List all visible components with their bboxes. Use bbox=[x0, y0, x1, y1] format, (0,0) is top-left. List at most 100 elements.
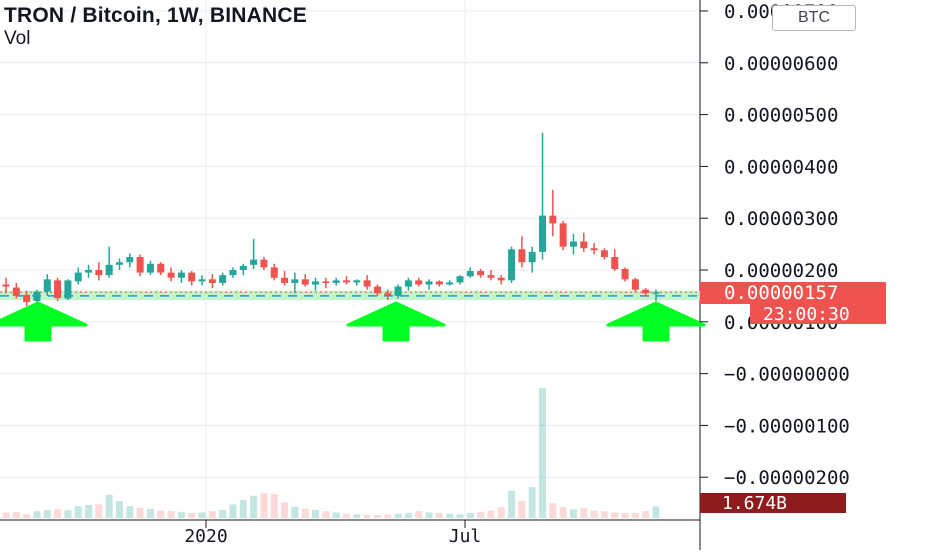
volume-bar bbox=[477, 511, 485, 518]
volume-bar bbox=[580, 508, 588, 518]
time-label: 2020 bbox=[184, 526, 227, 547]
volume-badge bbox=[700, 493, 846, 513]
candle-body bbox=[580, 241, 588, 249]
support-zone bbox=[0, 290, 700, 301]
volume-bar bbox=[157, 510, 165, 518]
volume-bar bbox=[281, 502, 289, 518]
candle-body bbox=[600, 250, 608, 258]
volume-bar bbox=[64, 510, 72, 518]
candle-body bbox=[64, 280, 72, 299]
candle-body bbox=[12, 287, 20, 296]
price-label: −0.00000100 bbox=[724, 415, 850, 437]
last-price-label: 0.00000157 bbox=[724, 282, 838, 304]
currency-button[interactable]: BTC bbox=[772, 5, 856, 31]
volume-bar bbox=[219, 509, 227, 518]
candle-body bbox=[425, 281, 433, 285]
volume-bar bbox=[85, 505, 93, 518]
candle-body bbox=[95, 270, 103, 276]
volume-bar bbox=[539, 388, 547, 518]
volume-indicator-label[interactable]: Vol bbox=[4, 28, 31, 49]
candle-body bbox=[250, 259, 258, 265]
candle-body bbox=[270, 267, 278, 278]
volume-bar bbox=[95, 504, 103, 518]
volume-bar bbox=[518, 500, 526, 518]
volume-bar bbox=[528, 487, 536, 518]
arrow-annotations bbox=[0, 301, 706, 342]
volume-bar bbox=[384, 514, 392, 518]
arrow-middle bbox=[346, 301, 446, 342]
candle-body bbox=[43, 279, 51, 292]
volume-label: 1.674B bbox=[722, 493, 787, 514]
volume-bar bbox=[508, 490, 516, 518]
candle-body bbox=[508, 249, 516, 281]
candle-body bbox=[415, 280, 423, 285]
candle-body bbox=[167, 272, 175, 278]
volume-bar bbox=[456, 514, 464, 518]
volume-bar bbox=[404, 513, 412, 518]
candle-body bbox=[239, 265, 247, 270]
candle-body bbox=[477, 271, 485, 276]
volume-bar bbox=[177, 511, 185, 518]
volume-bar bbox=[105, 494, 113, 518]
candle-body bbox=[404, 280, 412, 287]
candle-body bbox=[188, 272, 196, 282]
candle-body bbox=[394, 286, 402, 296]
candle-body bbox=[528, 251, 536, 263]
volume-bar bbox=[126, 506, 134, 518]
candle-body bbox=[611, 257, 619, 269]
volume-bar bbox=[549, 503, 557, 518]
candle-body bbox=[549, 215, 557, 224]
volume-bar bbox=[2, 512, 10, 518]
candle-body bbox=[177, 272, 185, 278]
volume-bar bbox=[260, 493, 268, 518]
volume-bar bbox=[394, 513, 402, 518]
candle-body bbox=[157, 263, 165, 273]
price-axis: 0.000007000.000006000.000005000.00000400… bbox=[700, 1, 850, 489]
volume-bar bbox=[373, 514, 381, 518]
volume-bar bbox=[229, 504, 237, 518]
candle-body bbox=[332, 280, 340, 283]
volume-bar bbox=[146, 508, 154, 518]
candle-body bbox=[198, 279, 206, 282]
candle-body bbox=[456, 276, 464, 283]
volume-bar bbox=[642, 511, 650, 518]
candle-body bbox=[631, 279, 639, 290]
candle-body bbox=[208, 279, 216, 283]
candle-body bbox=[54, 280, 62, 298]
candle-body bbox=[85, 270, 93, 273]
candle-body bbox=[2, 284, 10, 287]
volume-bar bbox=[198, 512, 206, 518]
candle-body bbox=[569, 241, 577, 247]
volume-bar bbox=[342, 513, 350, 518]
candle-body bbox=[363, 280, 371, 287]
candle-body bbox=[281, 277, 289, 283]
volume-bar bbox=[621, 513, 629, 518]
candle-body bbox=[559, 223, 567, 247]
candle-body bbox=[384, 293, 392, 296]
candle-body bbox=[353, 280, 361, 283]
candle-body bbox=[260, 259, 268, 268]
candle-body bbox=[435, 281, 443, 285]
candle-body bbox=[497, 277, 505, 281]
volume-bar bbox=[332, 512, 340, 518]
volume-bar bbox=[652, 506, 660, 518]
price-label: 0.00000500 bbox=[724, 105, 838, 127]
volume-bar bbox=[23, 514, 31, 518]
candle-body bbox=[105, 264, 113, 276]
candle-body bbox=[466, 271, 474, 277]
volume-bar bbox=[353, 514, 361, 518]
time-axis: 2020 Jul bbox=[184, 520, 481, 547]
volume-bar bbox=[312, 509, 320, 518]
candle-body bbox=[342, 280, 350, 283]
volume-bar bbox=[136, 507, 144, 518]
volume-bar bbox=[590, 510, 598, 518]
candle-body bbox=[373, 286, 381, 294]
candle-body bbox=[539, 215, 547, 252]
candle-body bbox=[590, 248, 598, 251]
volume-bar bbox=[12, 511, 20, 518]
candle-body bbox=[229, 270, 237, 276]
candle-body bbox=[23, 294, 31, 303]
volume-bar bbox=[54, 509, 62, 518]
